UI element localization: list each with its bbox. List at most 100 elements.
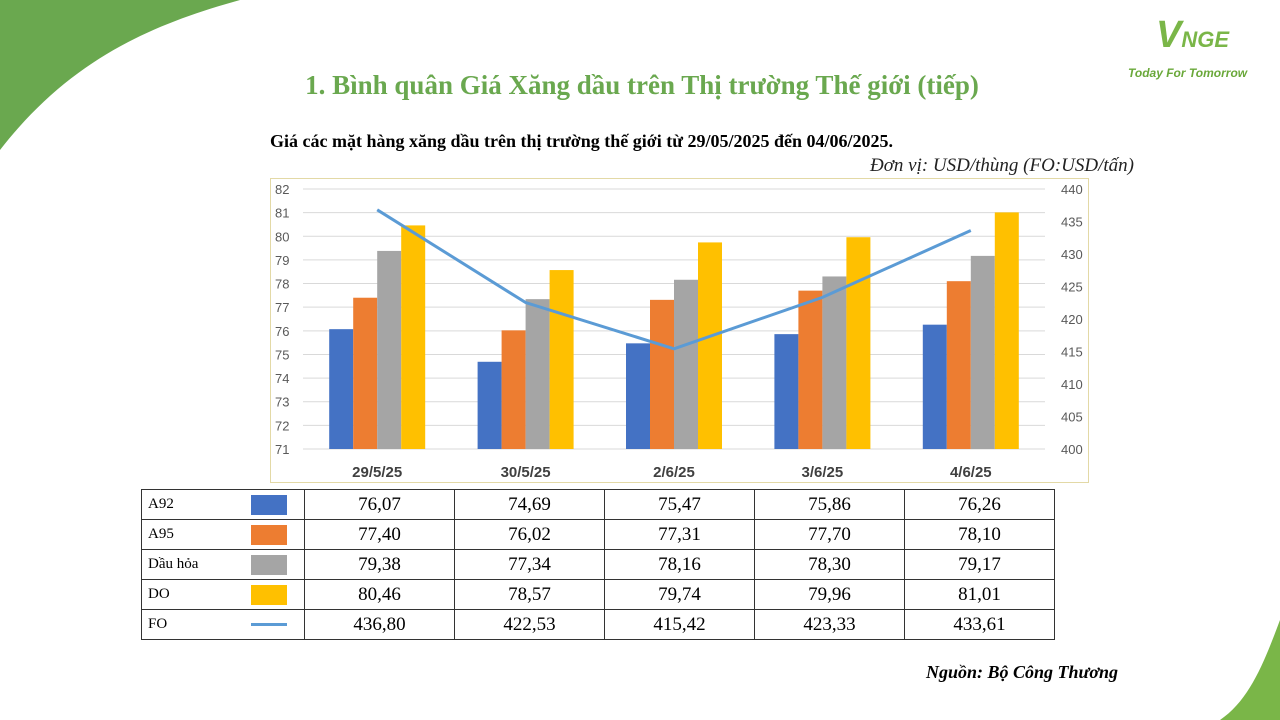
table-cell: 436,80 bbox=[304, 609, 455, 640]
row-label: FO bbox=[141, 609, 234, 640]
y-tick-label: 74 bbox=[275, 371, 289, 386]
bar-do bbox=[549, 270, 574, 449]
table-cell: 76,26 bbox=[904, 489, 1055, 520]
legend-swatch-cell bbox=[234, 579, 305, 610]
brand-logo: VNGE Today For Tomorrow bbox=[1128, 12, 1268, 87]
y2-tick-label: 440 bbox=[1061, 182, 1083, 197]
bar-dau_hoa bbox=[674, 279, 698, 449]
y2-tick-label: 430 bbox=[1061, 247, 1083, 262]
table-cell: 78,10 bbox=[904, 519, 1055, 550]
bar-a92 bbox=[329, 329, 354, 449]
x-tick-label: 3/6/25 bbox=[802, 464, 844, 481]
legend-swatch-cell bbox=[234, 489, 305, 520]
table-cell: 422,53 bbox=[454, 609, 605, 640]
y2-tick-label: 400 bbox=[1061, 442, 1083, 457]
bar-dau_hoa bbox=[970, 255, 995, 449]
legend-swatch-cell bbox=[234, 549, 305, 580]
corner-decoration-top-left bbox=[0, 0, 240, 150]
table-row: DO 80,46 78,57 79,74 79,96 81,01 bbox=[141, 579, 1055, 610]
y-tick-label: 79 bbox=[275, 253, 289, 268]
bar-dau_hoa bbox=[525, 299, 550, 449]
table-cell: 77,31 bbox=[604, 519, 755, 550]
bar-do bbox=[401, 225, 426, 449]
x-tick-label: 30/5/25 bbox=[501, 464, 551, 481]
y2-tick-label: 425 bbox=[1061, 280, 1083, 295]
bar-a92 bbox=[922, 324, 947, 449]
bar-do bbox=[846, 237, 871, 449]
table-cell: 415,42 bbox=[604, 609, 755, 640]
bar-a95 bbox=[353, 297, 378, 449]
table-cell: 76,02 bbox=[454, 519, 605, 550]
price-chart: 82 81 80 79 78 77 76 75 74 73 72 71 440 435 430 425 420… bbox=[270, 178, 1089, 483]
logo-tagline: Today For Tomorrow bbox=[1128, 66, 1248, 80]
table-cell: 77,34 bbox=[454, 549, 605, 580]
y2-tick-label: 415 bbox=[1061, 345, 1083, 360]
y2-tick-label: 405 bbox=[1061, 410, 1083, 425]
bar-do bbox=[994, 212, 1019, 449]
table-cell: 81,01 bbox=[904, 579, 1055, 610]
table-cell: 77,70 bbox=[754, 519, 905, 550]
table-row: FO 436,80 422,53 415,42 423,33 433,61 bbox=[141, 609, 1055, 640]
legend-swatch-fo bbox=[251, 623, 287, 627]
table-cell: 423,33 bbox=[754, 609, 905, 640]
legend-swatch-a92 bbox=[251, 494, 287, 515]
y-tick-label: 82 bbox=[275, 182, 289, 197]
table-cell: 75,47 bbox=[604, 489, 755, 520]
table-cell: 79,17 bbox=[904, 549, 1055, 580]
y-tick-label: 77 bbox=[275, 300, 289, 315]
y-tick-label: 71 bbox=[275, 442, 289, 457]
chart-subtitle: Giá các mặt hàng xăng dầu trên thị trườn… bbox=[270, 131, 894, 151]
row-label: A92 bbox=[141, 489, 234, 520]
data-table: A92 76,07 74,69 75,47 75,86 76,26 A95 77,40 76,0… bbox=[141, 489, 1055, 640]
bar-a92 bbox=[626, 343, 650, 449]
table-cell: 79,96 bbox=[754, 579, 905, 610]
row-label: A95 bbox=[141, 519, 234, 550]
bar-dau_hoa bbox=[377, 250, 402, 449]
series-line-fo bbox=[376, 208, 972, 351]
table-cell: 77,40 bbox=[304, 519, 455, 550]
table-cell: 80,46 bbox=[304, 579, 455, 610]
table-cell: 76,07 bbox=[304, 489, 455, 520]
y-tick-label: 72 bbox=[275, 418, 289, 433]
bar-a95 bbox=[501, 330, 526, 449]
y-tick-label: 75 bbox=[275, 347, 289, 362]
bar-a95 bbox=[650, 299, 674, 449]
x-tick-label: 29/5/25 bbox=[352, 464, 402, 481]
table-cell: 79,38 bbox=[304, 549, 455, 580]
y-tick-label: 78 bbox=[275, 277, 289, 292]
bar-a92 bbox=[774, 334, 799, 449]
table-row: Dầu hỏa 79,38 77,34 78,16 78,30 79,17 bbox=[141, 549, 1055, 580]
logo-mark: VNGE bbox=[1156, 14, 1230, 56]
y-tick-label: 76 bbox=[275, 324, 289, 339]
legend-swatch-a95 bbox=[251, 524, 287, 545]
x-tick-label: 2/6/25 bbox=[653, 464, 695, 481]
table-cell: 79,74 bbox=[604, 579, 755, 610]
table-row: A95 77,40 76,02 77,31 77,70 78,10 bbox=[141, 519, 1055, 550]
unit-label: Đơn vị: USD/thùng (FO:USD/tấn) bbox=[870, 155, 1134, 176]
legend-swatch-dau_hoa bbox=[251, 554, 287, 575]
bar-dau_hoa bbox=[822, 276, 847, 449]
bar-do bbox=[698, 242, 722, 449]
y-tick-label: 73 bbox=[275, 395, 289, 410]
y-tick-label: 80 bbox=[275, 229, 289, 244]
table-cell: 75,86 bbox=[754, 489, 905, 520]
y2-tick-label: 410 bbox=[1061, 377, 1083, 392]
table-row: A92 76,07 74,69 75,47 75,86 76,26 bbox=[141, 489, 1055, 520]
legend-swatch-do bbox=[251, 584, 287, 605]
legend-swatch-cell bbox=[234, 609, 305, 640]
corner-decoration-bottom-right bbox=[1220, 620, 1280, 720]
row-label: DO bbox=[141, 579, 234, 610]
x-tick-label: 4/6/25 bbox=[950, 464, 992, 481]
source-note: Nguồn: Bộ Công Thương bbox=[926, 662, 1118, 682]
table-cell: 78,16 bbox=[604, 549, 755, 580]
y-tick-label: 81 bbox=[275, 206, 289, 221]
row-label: Dầu hỏa bbox=[141, 549, 234, 580]
legend-swatch-cell bbox=[234, 519, 305, 550]
y2-tick-label: 435 bbox=[1061, 215, 1083, 230]
table-cell: 78,57 bbox=[454, 579, 605, 610]
table-cell: 78,30 bbox=[754, 549, 905, 580]
bar-a92 bbox=[477, 361, 502, 449]
bar-a95 bbox=[946, 281, 971, 449]
page-title: 1. Bình quân Giá Xăng dầu trên Thị trườn… bbox=[305, 70, 979, 100]
table-cell: 74,69 bbox=[454, 489, 605, 520]
